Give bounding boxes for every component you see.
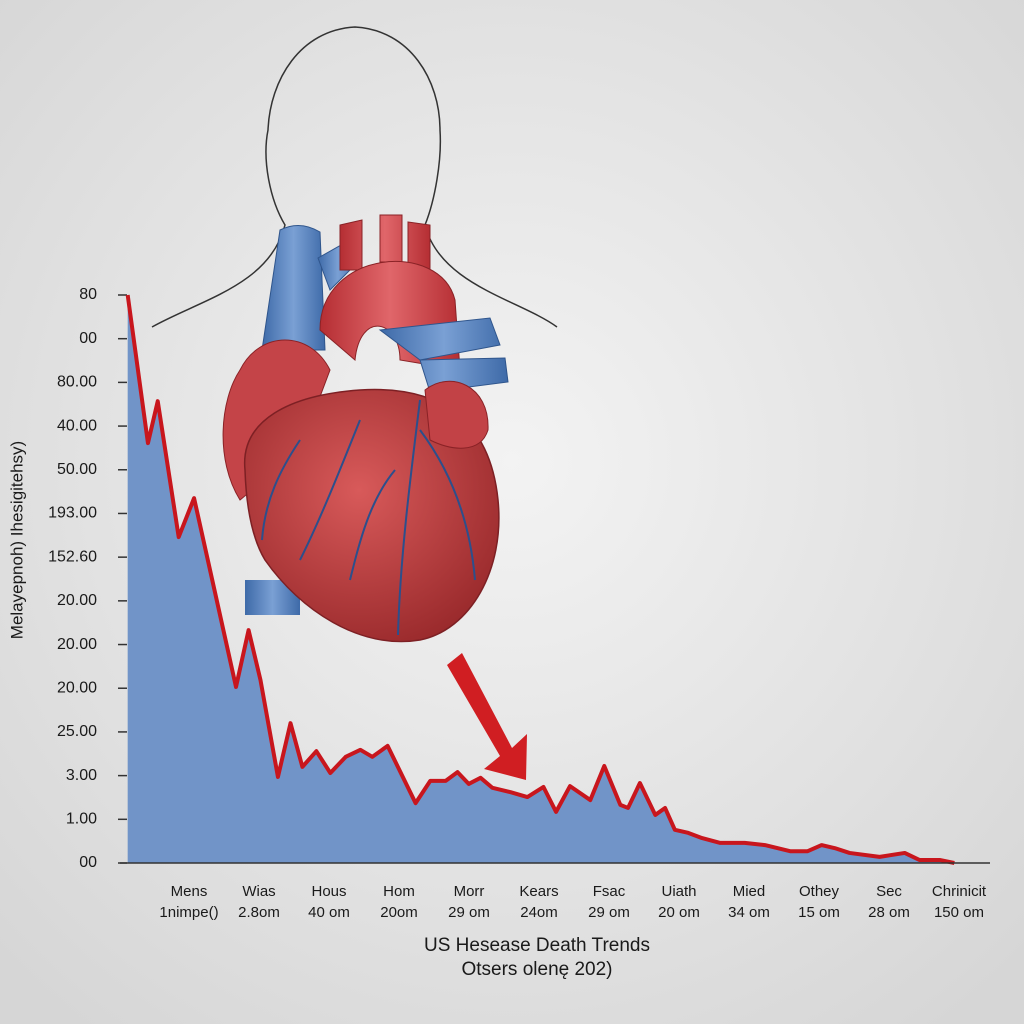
- x-tick-sublabel: 29 om: [588, 904, 630, 921]
- x-tick-label: Mens: [171, 883, 208, 900]
- x-tick-label: Uiath: [661, 883, 696, 900]
- y-axis-label: Melayepnoh) Ihesigitehsy): [7, 441, 26, 639]
- x-tick-label: Wias: [242, 883, 275, 900]
- chart-title: US Hesease Death Trends: [424, 935, 650, 956]
- y-tick-label: 20.00: [57, 592, 97, 609]
- y-tick-label: 193.00: [48, 505, 97, 522]
- x-tick-label: Mied: [733, 883, 766, 900]
- y-tick-label: 3.00: [66, 767, 97, 784]
- y-tick-label: 25.00: [57, 723, 97, 740]
- x-tick-sublabel: 15 om: [798, 904, 840, 921]
- x-tick-label: Othey: [799, 883, 840, 900]
- y-tick-label: 80.00: [57, 374, 97, 391]
- trend-line: [125, 294, 955, 865]
- y-tick-label: 20.00: [57, 679, 97, 696]
- y-tick-label: 50.00: [57, 461, 97, 478]
- x-tick-sublabel: 20om: [380, 904, 418, 921]
- x-tick-sublabel: 150 om: [934, 904, 984, 921]
- y-tick-label: 1.00: [66, 811, 97, 828]
- pulmonary-artery: [378, 317, 509, 393]
- x-tick-label: Hom: [383, 883, 415, 900]
- x-tick-sublabel: 29 om: [448, 904, 490, 921]
- plot: 00 1.00 3.00 25.00 20.00 20.00 20.00 152.60 193.…: [48, 286, 990, 921]
- area-fill: [127, 295, 955, 863]
- trend-arrow: [447, 653, 527, 780]
- y-tick-label: 40.00: [57, 417, 97, 434]
- x-tick-sublabel: 20 om: [658, 904, 700, 921]
- coronary-vessels: [261, 399, 476, 636]
- x-tick-sublabel: 34 om: [728, 904, 770, 921]
- x-tick-label: Hous: [311, 883, 346, 900]
- x-tick-label: Morr: [454, 883, 485, 900]
- y-tick-label: 00: [79, 330, 97, 347]
- left-atrium: [424, 380, 489, 449]
- chart-subtitle: Otsers olenę 202): [461, 959, 612, 980]
- y-tick-label: 80: [79, 286, 97, 303]
- x-tick-sublabel: 1nimpe(): [159, 904, 218, 921]
- x-tick-label: Sec: [876, 883, 902, 900]
- heart-illustration: [222, 214, 527, 780]
- x-tick-sublabel: 28 om: [868, 904, 910, 921]
- x-tick-label: Fsac: [593, 883, 626, 900]
- y-tick-label: 20.00: [57, 636, 97, 653]
- vena-cava-lower: [245, 580, 300, 615]
- x-tick-sublabel: 2.8om: [238, 904, 280, 921]
- x-tick-label: Chrinicit: [932, 883, 987, 900]
- y-tick-label: 152.60: [48, 548, 97, 565]
- y-tick-label: 00: [79, 854, 97, 871]
- x-tick-sublabel: 40 om: [308, 904, 350, 921]
- x-tick-sublabel: 24om: [520, 904, 558, 921]
- x-tick-label: Kears: [519, 883, 558, 900]
